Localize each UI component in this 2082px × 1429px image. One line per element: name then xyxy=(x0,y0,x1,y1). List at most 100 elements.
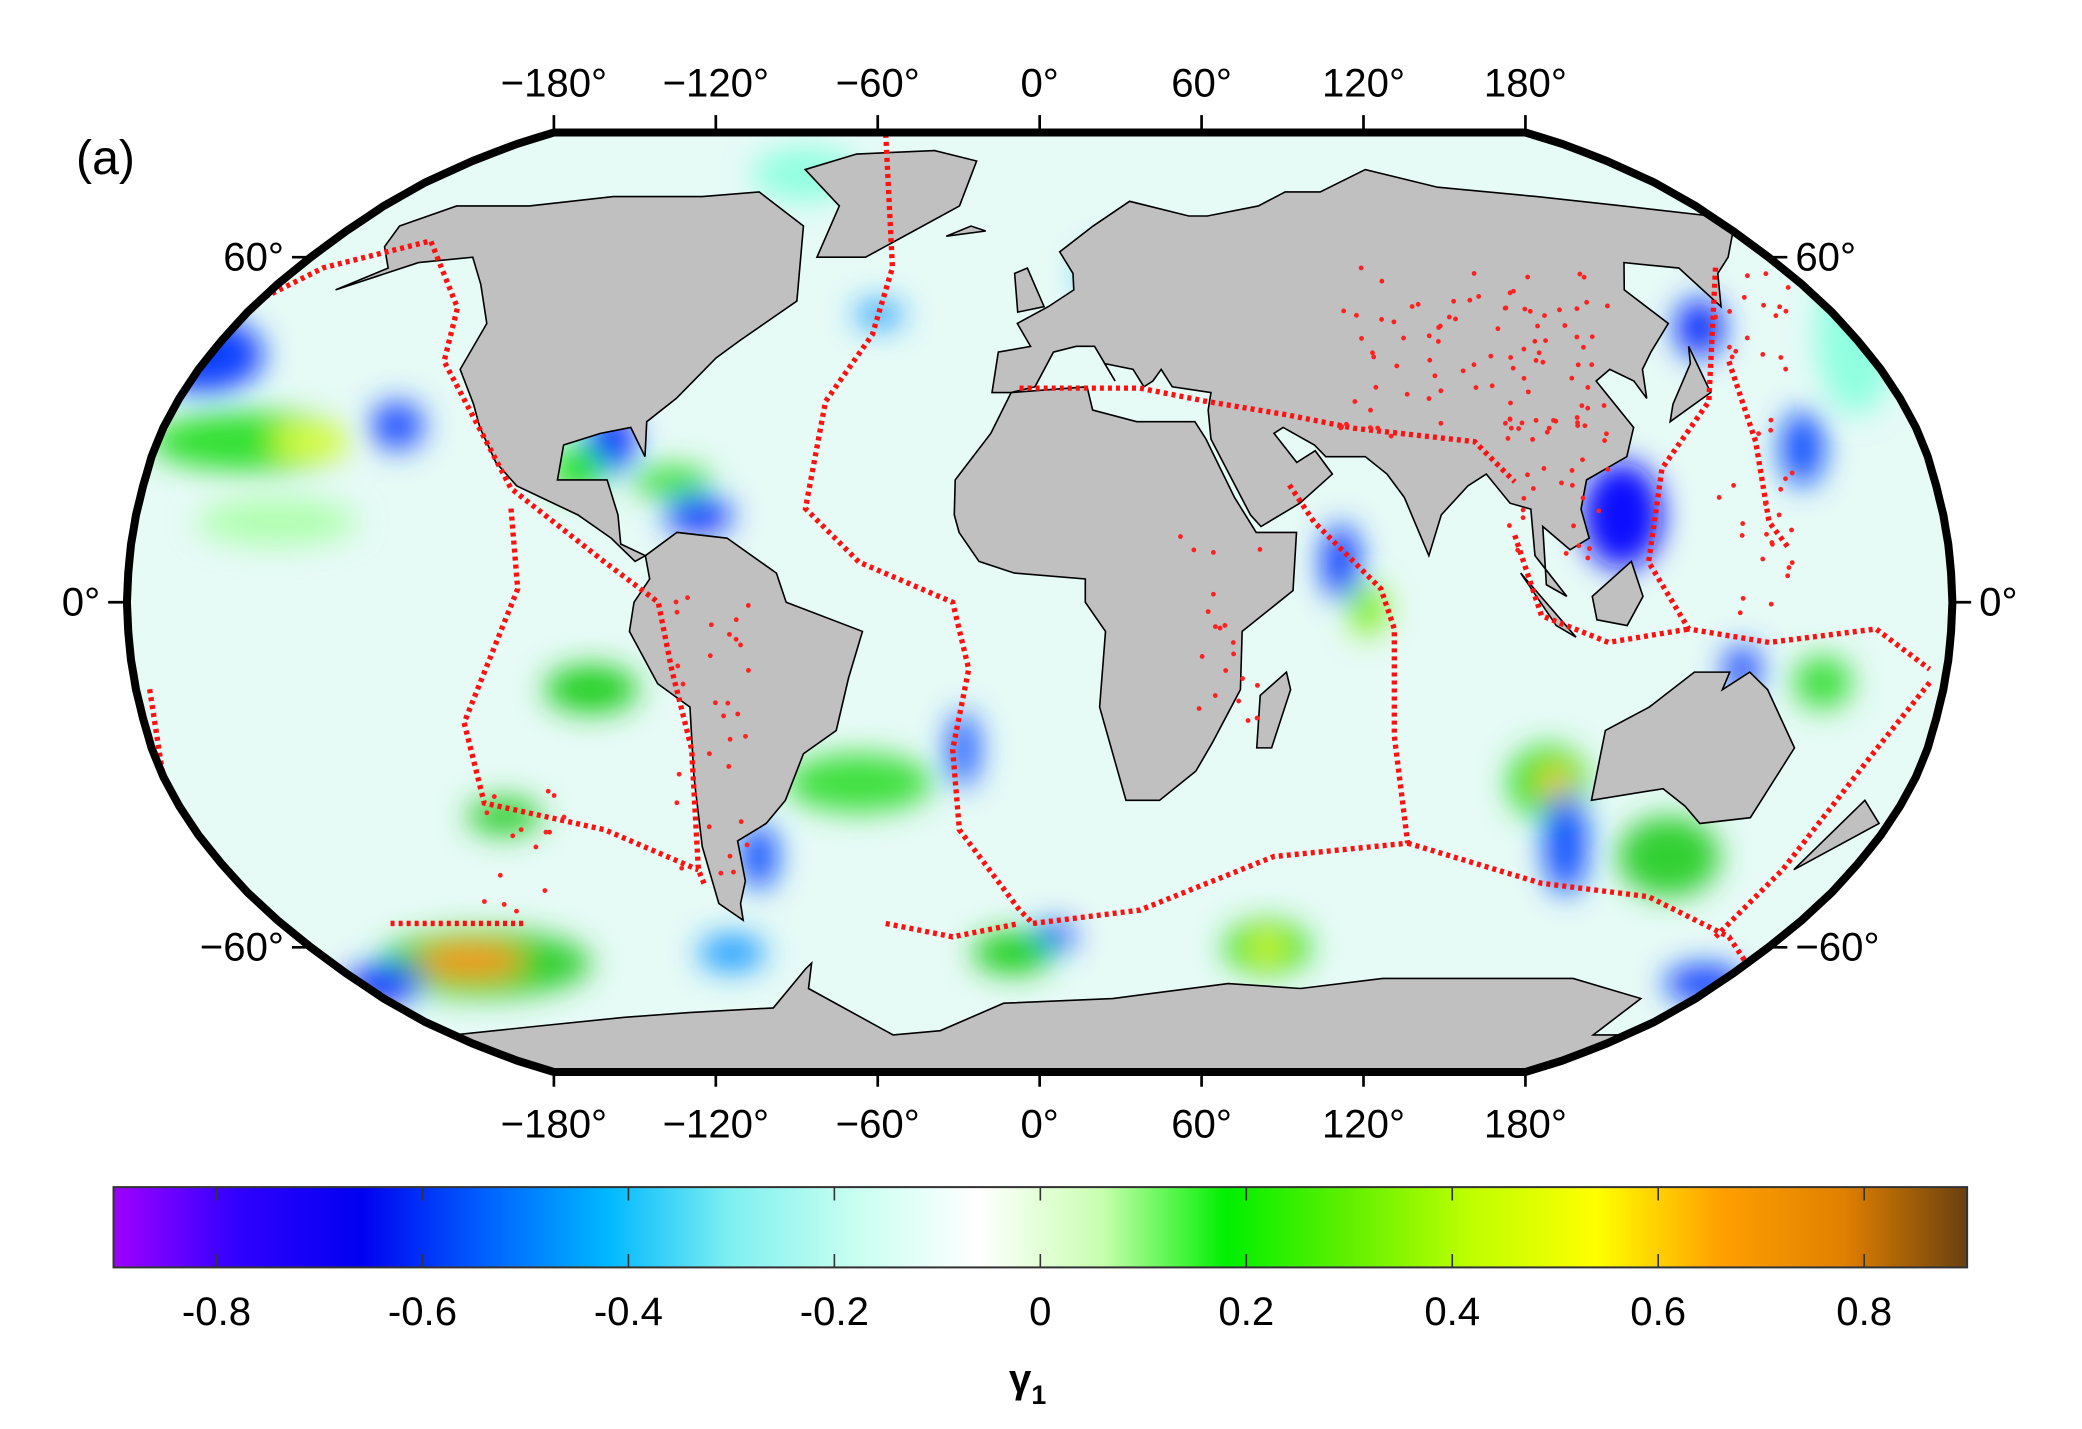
event-dot xyxy=(1535,323,1540,329)
event-dot xyxy=(1789,560,1795,566)
event-dot xyxy=(745,603,751,608)
event-dot xyxy=(731,869,736,875)
event-dot xyxy=(1489,383,1495,389)
event-dot xyxy=(1521,495,1527,501)
event-dot xyxy=(1543,338,1548,344)
colorbar-tick-label: 0.2 xyxy=(1218,1289,1274,1334)
event-dot xyxy=(1557,307,1562,313)
lon-tick-label-bottom: −120° xyxy=(663,1102,769,1147)
event-dot xyxy=(707,653,713,659)
event-dot xyxy=(1760,556,1766,562)
event-dot xyxy=(1768,601,1774,607)
event-dot xyxy=(1530,486,1536,491)
landmass-australia xyxy=(1590,671,1796,825)
colorbar-tick-label: 0.8 xyxy=(1836,1289,1892,1334)
ocean xyxy=(126,132,1953,1073)
event-dot xyxy=(1426,333,1432,339)
tonga-kermadec xyxy=(1713,680,1932,939)
event-dot xyxy=(1727,309,1732,314)
landmass-north-america xyxy=(335,191,805,563)
event-dot xyxy=(1601,403,1607,408)
southeast-indian-ridge xyxy=(1406,840,1758,979)
event-dot xyxy=(1536,350,1542,356)
event-dot xyxy=(1451,298,1457,304)
event-dot xyxy=(1212,624,1218,630)
colorbar-tick-label: -0.2 xyxy=(800,1289,869,1334)
event-dot xyxy=(1574,306,1580,312)
event-dot xyxy=(1511,288,1516,294)
east-pacific-margin xyxy=(242,237,708,888)
event-dot xyxy=(1602,438,1607,443)
event-dot xyxy=(1589,362,1595,368)
event-dot xyxy=(1581,274,1587,280)
colorbar-tick-label: 0.4 xyxy=(1424,1289,1480,1334)
event-dot xyxy=(1773,313,1779,319)
mid-atlantic-ridge xyxy=(802,133,1035,926)
event-dot xyxy=(1776,512,1782,518)
event-dot xyxy=(1533,358,1539,363)
event-dot xyxy=(1515,547,1521,553)
event-dot xyxy=(1582,423,1588,429)
event-dot xyxy=(712,700,718,706)
event-dot xyxy=(1520,507,1526,513)
event-dot xyxy=(1783,308,1789,314)
event-dot xyxy=(1713,314,1719,320)
event-dot xyxy=(674,800,680,806)
landmass-africa xyxy=(953,385,1298,802)
event-dot xyxy=(1584,299,1590,305)
landmass-greenland xyxy=(803,149,978,259)
landmass-borneo xyxy=(1591,560,1644,627)
event-dot xyxy=(1427,357,1433,363)
event-dot xyxy=(1199,654,1205,659)
event-dot xyxy=(1359,336,1364,341)
event-dot xyxy=(1471,271,1477,276)
event-dot xyxy=(1769,540,1775,545)
event-dot xyxy=(1191,547,1197,553)
landmass-britain xyxy=(1013,267,1046,314)
event-dot xyxy=(1580,495,1586,501)
event-dot xyxy=(1559,480,1564,486)
landmass-new-zealand xyxy=(1793,799,1881,871)
event-dot xyxy=(1471,362,1477,368)
lat-tick-label-right: 0° xyxy=(1979,580,2017,625)
colorbar: γ1 -0.8 -0.6 -0.4 -0.2 0 0.2 0.4 0.6 0.8 xyxy=(112,1186,1969,1410)
event-dot xyxy=(1339,424,1345,429)
event-dot xyxy=(1371,354,1377,360)
event-dot xyxy=(1502,420,1508,426)
event-dot xyxy=(1525,472,1530,478)
event-dot xyxy=(1404,391,1410,397)
event-dot xyxy=(1370,350,1375,356)
lat-tick-label-left: 0° xyxy=(62,580,100,625)
event-dot xyxy=(1739,533,1745,538)
lon-tick-label-top: −60° xyxy=(836,60,920,105)
event-dot xyxy=(1210,591,1216,597)
event-dot xyxy=(1571,523,1576,529)
event-dot xyxy=(1379,317,1385,322)
event-dot xyxy=(1240,676,1245,681)
lon-tick-label-bottom: −180° xyxy=(501,1102,607,1147)
lat-tick-label-right: −60° xyxy=(1795,925,1879,970)
event-dot xyxy=(1727,344,1732,350)
event-dot xyxy=(1605,466,1611,472)
event-dot xyxy=(1391,319,1397,325)
event-dot xyxy=(1785,573,1791,579)
event-dot xyxy=(727,853,733,859)
event-dot xyxy=(543,829,549,835)
event-dot xyxy=(1432,373,1438,379)
mariana-trench xyxy=(1726,360,1792,551)
alpide-belt xyxy=(1019,385,1517,484)
event-dot xyxy=(1785,285,1791,290)
event-dot xyxy=(1254,715,1260,721)
event-dot xyxy=(1740,595,1746,601)
event-dot xyxy=(510,833,516,839)
event-dot xyxy=(738,819,744,825)
event-dot xyxy=(1786,565,1792,571)
landmass-japan xyxy=(1669,346,1712,424)
event-dot xyxy=(1789,527,1794,533)
event-dot xyxy=(1178,534,1183,539)
event-dot xyxy=(1520,515,1526,521)
event-dot xyxy=(1409,304,1415,309)
panel-label: (a) xyxy=(76,131,135,185)
event-dot xyxy=(1762,501,1768,507)
